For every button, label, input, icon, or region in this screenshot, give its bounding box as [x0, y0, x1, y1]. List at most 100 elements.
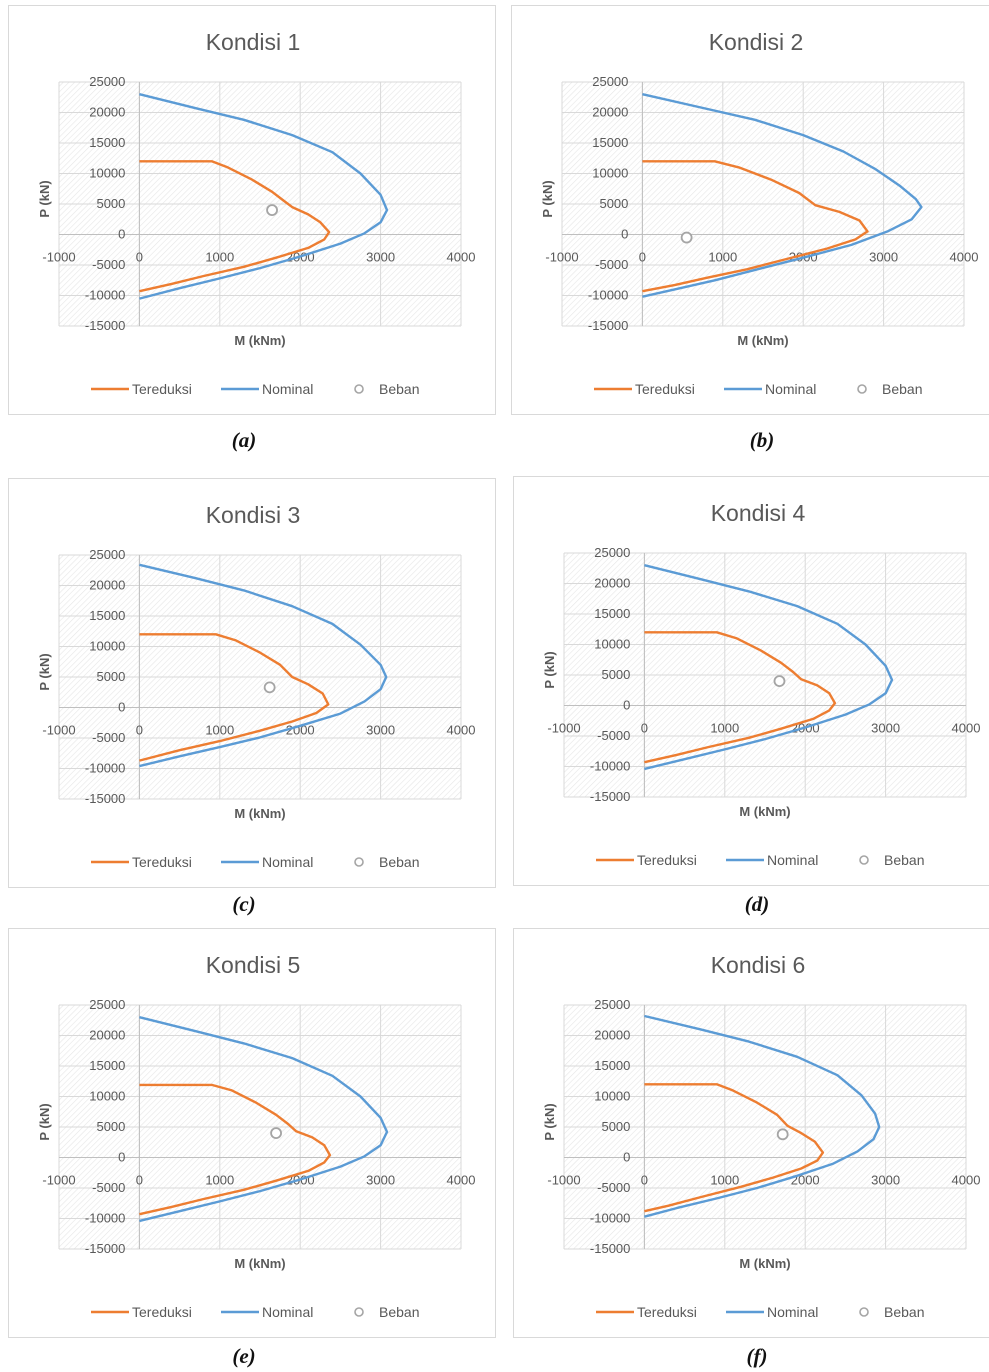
y-tick-label: -15000 [590, 1241, 630, 1256]
y-tick-label: 0 [621, 227, 628, 242]
beban-point [680, 231, 693, 244]
series-line-tereduksi [139, 633, 330, 762]
y-tick-label: -10000 [590, 1211, 630, 1226]
y-tick-label: -15000 [590, 789, 630, 804]
legend-label-nominal: Nominal [767, 1304, 818, 1320]
legend-swatch-beban [354, 857, 364, 867]
y-tick-label: -5000 [92, 257, 125, 272]
chart-caption-a: (a) [231, 428, 257, 452]
legend-swatch-beban [859, 855, 869, 865]
legend-label-nominal: Nominal [767, 852, 818, 868]
x-tick-label: 0 [136, 723, 143, 738]
x-tick-label: 1000 [710, 721, 739, 736]
chart-title: Kondisi 3 [206, 502, 301, 528]
y-tick-label: 15000 [594, 1058, 630, 1073]
chart-svg: Kondisi 12500020000150001000050000-5000-… [37, 29, 476, 397]
series-line-nominal [642, 93, 923, 298]
legend-swatch-beban [354, 1307, 364, 1317]
legend-label-beban: Beban [379, 1304, 419, 1320]
x-tick-label: 0 [136, 1173, 143, 1188]
chart-title: Kondisi 4 [711, 500, 806, 526]
y-tick-label: 25000 [592, 74, 628, 89]
x-tick-label: 3000 [871, 1173, 900, 1188]
y-tick-label: 25000 [594, 545, 630, 560]
series-line-nominal [644, 564, 894, 771]
chart-panel-kondisi-4: Kondisi 4 25000 20000 15000 10000 5000 0 -5000-… [513, 476, 989, 886]
x-tick-label: 4000 [447, 250, 476, 265]
chart-svg: Kondisi 32500020000150001000050000-5000-… [37, 502, 476, 870]
x-tick-label: 4000 [952, 721, 981, 736]
y-tick-label: 10000 [592, 166, 628, 181]
y-tick-label: 20000 [594, 576, 630, 591]
series-line-tereduksi [644, 1083, 825, 1213]
legend-label-tereduksi: Tereduksi [132, 854, 192, 870]
legend-label-beban: Beban [884, 1304, 924, 1320]
y-tick-label: 15000 [592, 135, 628, 150]
series-line-nominal [139, 93, 389, 300]
y-tick-label: 5000 [601, 1119, 630, 1134]
y-tick-label: -5000 [92, 1180, 125, 1195]
chart-caption-c: (c) [232, 892, 256, 916]
x-tick-label: -1000 [42, 723, 75, 738]
x-tick-label: 0 [639, 250, 646, 265]
chart-panel-kondisi-2: Kondisi 2 25000 20000 15000 10000 5000 0 -5000-… [511, 5, 989, 415]
y-tick-label: 20000 [89, 105, 125, 120]
chart-panel-kondisi-1: Kondisi 1 25000 20000 15000 10000 5000 0 -5000-… [8, 5, 496, 415]
y-tick-label: -5000 [597, 1180, 630, 1195]
x-tick-label: -1000 [42, 1173, 75, 1188]
x-tick-label: 4000 [447, 723, 476, 738]
x-tick-label: -1000 [545, 250, 578, 265]
x-tick-label: 4000 [950, 250, 979, 265]
x-axis-title: M (kNm) [234, 1256, 285, 1271]
y-tick-label: 10000 [594, 637, 630, 652]
chart-title: Kondisi 5 [206, 952, 301, 978]
x-tick-label: 1000 [708, 250, 737, 265]
y-tick-label: 25000 [89, 74, 125, 89]
legend-label-tereduksi: Tereduksi [132, 1304, 192, 1320]
chart-caption-f: (f) [746, 1344, 768, 1368]
beban-point [270, 1127, 282, 1140]
y-tick-label: -5000 [92, 730, 125, 745]
x-axis-title: M (kNm) [234, 333, 285, 348]
legend-label-beban: Beban [379, 854, 419, 870]
x-axis-title: M (kNm) [739, 1256, 790, 1271]
x-tick-label: 2000 [286, 723, 315, 738]
legend-swatch-beban [857, 384, 867, 394]
y-tick-label: -10000 [85, 761, 125, 776]
y-tick-label: -15000 [588, 318, 628, 333]
beban-point [266, 204, 278, 217]
chart-title: Kondisi 6 [711, 952, 806, 978]
chart-svg: Kondisi 42500020000150001000050000-5000-… [542, 500, 981, 868]
x-tick-label: 3000 [869, 250, 898, 265]
y-axis-title: P (kN) [37, 653, 52, 690]
y-tick-label: 5000 [96, 669, 125, 684]
legend-label-nominal: Nominal [262, 381, 313, 397]
y-tick-label: 10000 [89, 166, 125, 181]
chart-title: Kondisi 1 [206, 29, 301, 55]
x-tick-label: 1000 [205, 1173, 234, 1188]
y-tick-label: -5000 [597, 728, 630, 743]
series-line-tereduksi [139, 160, 331, 293]
x-tick-label: 3000 [366, 1173, 395, 1188]
series-line-tereduksi [642, 160, 869, 293]
y-tick-label: -15000 [85, 318, 125, 333]
x-axis-title: M (kNm) [234, 806, 285, 821]
chart-panel-kondisi-6: Kondisi 6 25000 20000 15000 10000 5000 0 -5000-… [513, 928, 989, 1338]
x-axis-title: M (kNm) [737, 333, 788, 348]
chart-svg: Kondisi 62500020000150001000050000-5000-… [542, 952, 980, 1320]
y-tick-label: 15000 [89, 1058, 125, 1073]
y-axis-title: P (kN) [542, 1103, 557, 1140]
y-tick-label: 10000 [89, 1089, 125, 1104]
chart-title: Kondisi 2 [709, 29, 804, 55]
legend-label-nominal: Nominal [262, 854, 313, 870]
x-tick-label: -1000 [42, 250, 75, 265]
x-tick-label: 3000 [366, 723, 395, 738]
series-line-tereduksi [644, 631, 837, 764]
legend-label-tereduksi: Tereduksi [635, 381, 695, 397]
x-tick-label: 1000 [710, 1173, 739, 1188]
y-tick-label: 25000 [594, 997, 630, 1012]
y-tick-label: 5000 [599, 196, 628, 211]
y-tick-label: 15000 [594, 606, 630, 621]
x-tick-label: 0 [136, 250, 143, 265]
x-tick-label: 1000 [205, 723, 234, 738]
